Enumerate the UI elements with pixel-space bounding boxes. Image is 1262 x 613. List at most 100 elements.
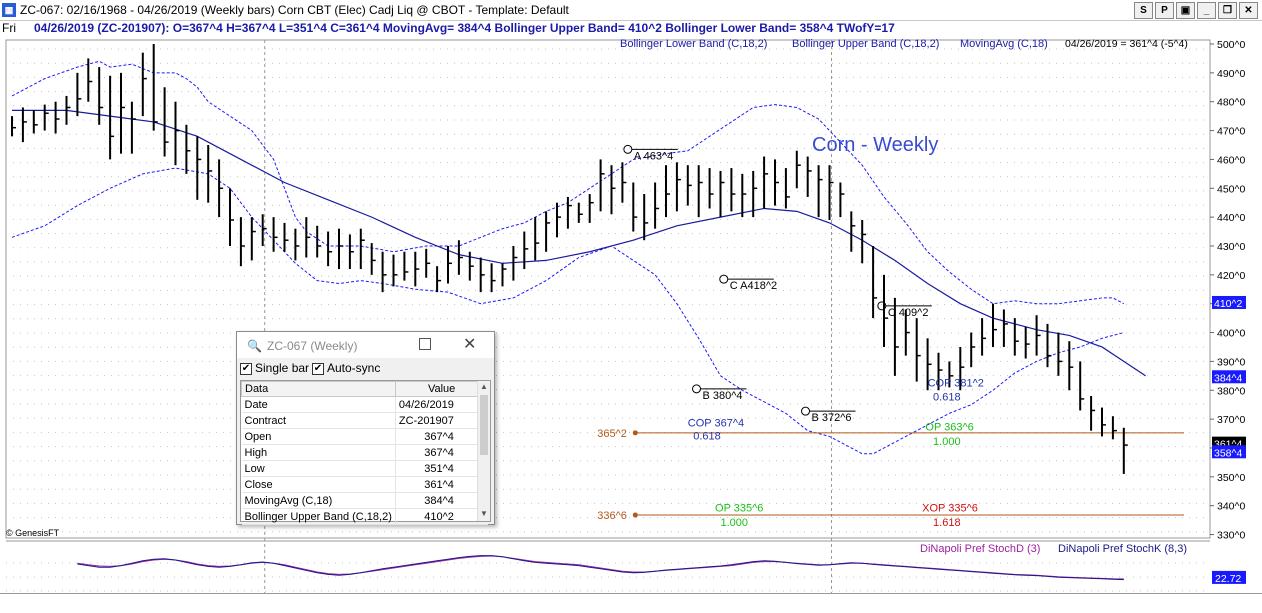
table-row: High 367^4: [241, 444, 488, 461]
auto-sync-checkbox[interactable]: ✔: [312, 363, 324, 375]
level-label: 365^2: [597, 428, 627, 440]
chart-app-icon: ▦: [2, 3, 16, 17]
scroll-thumb[interactable]: [480, 395, 488, 455]
copyright-label: © GenesisFT: [6, 528, 60, 538]
fib-label: COP 381^2: [928, 378, 984, 390]
p-button[interactable]: P: [1155, 2, 1174, 19]
dialog-title: ZC-067 (Weekly): [267, 339, 358, 353]
y-tick-label: 460^0: [1217, 154, 1245, 166]
table-row: MovingAvg (C,18) 384^4: [241, 492, 488, 509]
window-titlebar: ▦ ZC-067: 02/16/1968 - 04/26/2019 (Weekl…: [0, 0, 1262, 21]
row-value: 351^4: [394, 460, 488, 477]
row-value: 410^2: [394, 508, 488, 525]
y-tick-label: 330^0: [1217, 530, 1245, 542]
close-icon[interactable]: ✕: [463, 336, 477, 353]
price-tag: [1212, 370, 1246, 384]
table-row: Open 367^4: [241, 428, 488, 445]
stoch-d-line: [77, 555, 1124, 580]
y-tick-label: 420^0: [1217, 270, 1245, 282]
data-grid[interactable]: Data Value Date 04/26/2019 Contract ZC-201…: [240, 380, 491, 525]
y-tick-label: 370^0: [1217, 414, 1245, 426]
price-chart[interactable]: 500^0 490^0 480^0 470^0 460^0 450^0 440^0 430^0…: [0, 36, 1262, 608]
y-tick-label: 490^0: [1217, 68, 1245, 80]
price-tag: [1212, 295, 1246, 309]
legend-upper-band: Bollinger Upper Band (C,18,2): [792, 38, 939, 50]
single-bar-label: Single bar: [255, 361, 310, 375]
s-button[interactable]: S: [1134, 2, 1153, 19]
horizontal-scrollbar[interactable]: [0, 593, 1262, 613]
y-tick-label: 500^0: [1217, 39, 1245, 51]
y-tick-label: 380^0: [1217, 385, 1245, 397]
grid-scrollbar[interactable]: ▲ ▼: [477, 381, 490, 521]
level-label: 336^6: [597, 510, 627, 522]
table-row: Close 361^4: [241, 476, 488, 493]
pivot-label: B 372^6: [812, 412, 852, 424]
y-tick-label: 400^0: [1217, 328, 1245, 340]
dialog-header: 🔍 ZC-067 (Weekly) ✕: [237, 332, 494, 358]
dialog-options: ✔ Single bar ✔ Auto-sync: [237, 358, 494, 380]
row-value: 367^4: [394, 444, 488, 461]
table-row: Bollinger Upper Band (C,18,2) 410^2: [241, 508, 488, 525]
row-label: Close: [241, 476, 396, 493]
legend-value: 04/26/2019 = 361^4 (-5^4): [1065, 38, 1188, 50]
stoch-k-line: [77, 555, 1124, 581]
column-header-value[interactable]: Value: [394, 381, 489, 397]
row-label: MovingAvg (C,18): [241, 492, 396, 509]
stoch-legend-d: DiNapoli Pref StochD (3): [920, 543, 1040, 555]
window-title: ZC-067: 02/16/1968 - 04/26/2019 (Weekly …: [20, 3, 569, 17]
maximize-icon[interactable]: [419, 338, 431, 350]
price-tag-label: 358^4: [1214, 447, 1242, 459]
restore-button[interactable]: ❐: [1218, 2, 1237, 19]
fib-label: 1.000: [721, 517, 749, 529]
lower-band-line: [11, 167, 1124, 455]
y-tick-label: 340^0: [1217, 501, 1245, 513]
row-value: ZC-201907: [394, 412, 488, 429]
window-buttons: S P ▣ _ ❐ ✕: [1134, 2, 1258, 19]
magnifier-icon: 🔍: [247, 339, 262, 353]
y-tick-label: 450^0: [1217, 183, 1245, 195]
stoch-tag-label: 22.72: [1215, 573, 1241, 585]
price-tag-label: 410^2: [1214, 298, 1242, 310]
scroll-up-icon[interactable]: ▲: [480, 382, 488, 391]
data-window-dialog[interactable]: 🔍 ZC-067 (Weekly) ✕ ✔ Single bar ✔ Auto-…: [236, 331, 495, 525]
level-dot: [632, 430, 638, 436]
table-row: Low 351^4: [241, 460, 488, 477]
fib-label: COP 367^4: [688, 417, 744, 429]
auto-sync-label: Auto-sync: [327, 361, 381, 375]
moving-avg-line: [12, 109, 1146, 377]
fib-label: OP 363^6: [925, 422, 973, 434]
pivot-label: B 380^4: [703, 390, 743, 402]
row-value: 367^4: [394, 428, 488, 445]
legend-lower-band: Bollinger Lower Band (C,18,2): [620, 38, 767, 50]
row-label: Date: [241, 396, 396, 413]
bar-values: 04/26/2019 (ZC-201907): O=367^4 H=367^4 …: [34, 21, 895, 35]
pivot-label: A 463^4: [634, 150, 673, 162]
table-row: Date 04/26/2019: [241, 396, 488, 413]
y-tick-label: 470^0: [1217, 126, 1245, 138]
fib-label: 0.618: [693, 430, 721, 442]
column-header-data[interactable]: Data: [241, 381, 396, 397]
y-tick-label: 350^0: [1217, 472, 1245, 484]
row-label: Bollinger Upper Band (C,18,2): [241, 508, 396, 525]
y-tick-label: 440^0: [1217, 212, 1245, 224]
y-tick-label: 430^0: [1217, 241, 1245, 253]
single-bar-checkbox[interactable]: ✔: [240, 363, 252, 375]
minimize-button[interactable]: _: [1197, 2, 1216, 19]
layout-button[interactable]: ▣: [1176, 2, 1195, 19]
scroll-down-icon[interactable]: ▼: [480, 509, 488, 518]
pivot-label: C 409^2: [888, 307, 929, 319]
close-button[interactable]: ✕: [1239, 2, 1258, 19]
table-row: Contract ZC-201907: [241, 412, 488, 429]
row-value: 04/26/2019: [394, 396, 488, 413]
chart-title: Corn - Weekly: [812, 134, 938, 156]
pivot-label: C A418^2: [730, 280, 777, 292]
price-tag: [1212, 445, 1246, 459]
fib-label: OP 335^6: [715, 502, 763, 514]
bar-day: Fri: [2, 21, 16, 35]
bar-info-line: Fri 04/26/2019 (ZC-201907): O=367^4 H=36…: [0, 21, 1262, 35]
fib-label: XOP 335^6: [922, 502, 978, 514]
level-dot: [632, 512, 638, 518]
plot-frame: [5, 39, 1211, 539]
legend-moving-avg: MovingAvg (C,18): [960, 38, 1048, 50]
row-label: Contract: [241, 412, 396, 429]
